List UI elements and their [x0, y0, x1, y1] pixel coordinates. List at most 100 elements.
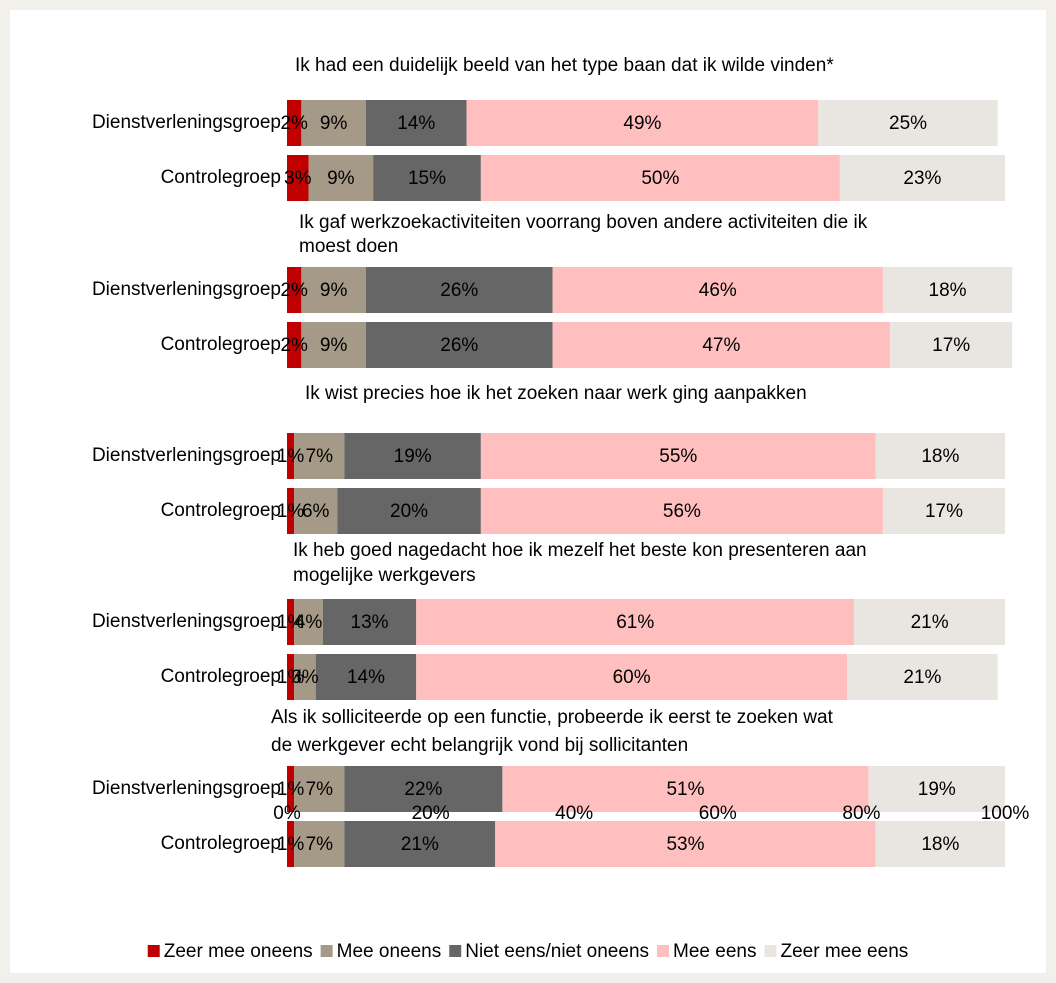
bar-segment — [287, 654, 295, 700]
y-tick-label: Controlegroep — [161, 833, 281, 854]
data-label: 9% — [320, 335, 348, 356]
bar-segment — [882, 267, 1013, 313]
data-label: 56% — [663, 501, 701, 522]
group-title: mogelijke werkgevers — [293, 565, 476, 586]
data-label: 49% — [623, 113, 661, 134]
data-label: 7% — [306, 834, 334, 855]
y-tick-label: Dienstverleningsgroep — [92, 445, 281, 466]
x-tick-label: 20% — [412, 803, 450, 824]
bar-segment — [301, 267, 366, 313]
data-label: 23% — [903, 168, 941, 189]
bar-segment — [416, 599, 855, 645]
bar-segment — [287, 599, 295, 645]
data-label: 47% — [702, 335, 740, 356]
data-label: 18% — [921, 834, 959, 855]
bar-segment — [344, 433, 481, 479]
bar-segment — [294, 599, 323, 645]
bar-segment — [344, 766, 503, 812]
legend-swatch — [657, 945, 670, 957]
data-label: 21% — [911, 612, 949, 633]
bar-segment — [287, 322, 302, 368]
bar-segment — [287, 766, 295, 812]
bar-segment — [294, 488, 338, 534]
bar-segment — [502, 766, 869, 812]
data-label: 1% — [277, 779, 305, 800]
data-label: 20% — [390, 501, 428, 522]
data-label: 17% — [932, 335, 970, 356]
bar-segment — [301, 100, 366, 146]
data-label: 13% — [351, 612, 389, 633]
bar-segment — [495, 821, 876, 867]
bar-segment — [287, 433, 295, 479]
group-title: de werkgever echt belangrijk vond bij so… — [271, 735, 688, 756]
bar-segment — [875, 821, 1005, 867]
data-label: 9% — [320, 113, 348, 134]
data-label: 7% — [306, 446, 334, 467]
data-label: 21% — [903, 667, 941, 688]
x-tick-label: 0% — [273, 803, 301, 824]
data-label: 51% — [666, 779, 704, 800]
legend-label: Niet eens/niet oneens — [465, 941, 649, 962]
legend-label: Mee oneens — [337, 941, 442, 962]
data-label: 21% — [401, 834, 439, 855]
bar-segment — [365, 100, 467, 146]
bar-segment — [365, 267, 553, 313]
data-label: 9% — [320, 280, 348, 301]
bar-segment — [287, 267, 302, 313]
bar-segment — [890, 322, 1013, 368]
bar-segment — [882, 488, 1005, 534]
data-label: 46% — [699, 280, 737, 301]
bar-segment — [322, 599, 417, 645]
bar-segment — [365, 322, 553, 368]
x-tick-label: 100% — [981, 803, 1030, 824]
data-label: 19% — [394, 446, 432, 467]
bar-segment — [344, 821, 496, 867]
data-label: 3% — [291, 667, 319, 688]
bar-segment — [301, 322, 366, 368]
data-label: 14% — [347, 667, 385, 688]
data-label: 6% — [302, 501, 330, 522]
bar-segment — [480, 433, 876, 479]
data-label: 55% — [659, 446, 697, 467]
data-label: 1% — [277, 667, 305, 688]
data-label: 50% — [641, 168, 679, 189]
bar-segment — [287, 488, 295, 534]
bar-segment — [373, 155, 481, 201]
data-label: 1% — [277, 834, 305, 855]
data-label: 14% — [397, 113, 435, 134]
data-label: 61% — [616, 612, 654, 633]
data-label: 9% — [327, 168, 355, 189]
y-tick-label: Controlegroep — [161, 334, 281, 355]
bar-segment — [287, 821, 295, 867]
data-label: 2% — [280, 113, 308, 134]
group-title: moest doen — [299, 236, 398, 257]
bar-segment — [308, 155, 374, 201]
bar-segment — [294, 766, 345, 812]
y-tick-label: Controlegroep — [161, 500, 281, 521]
data-label: 26% — [440, 280, 478, 301]
x-tick-label: 60% — [699, 803, 737, 824]
data-label: 19% — [918, 779, 956, 800]
bar-segment — [315, 654, 417, 700]
bar-segment — [466, 100, 819, 146]
bar-segment — [480, 488, 883, 534]
legend-swatch — [320, 945, 333, 957]
x-tick-label: 40% — [555, 803, 593, 824]
bar-segment — [552, 322, 891, 368]
data-label: 26% — [440, 335, 478, 356]
y-tick-label: Dienstverleningsgroep — [92, 112, 281, 133]
legend-label: Zeer mee oneens — [164, 941, 313, 962]
data-label: 15% — [408, 168, 446, 189]
bar-segment — [416, 654, 848, 700]
data-label: 1% — [277, 501, 305, 522]
legend-swatch — [449, 945, 462, 957]
data-label: 18% — [921, 446, 959, 467]
group-title: Ik gaf werkzoekactiviteiten voorrang bov… — [299, 212, 868, 233]
group-title: Ik wist precies hoe ik het zoeken naar w… — [305, 383, 807, 404]
y-tick-label: Dienstverleningsgroep — [92, 279, 281, 300]
bar-segment — [480, 155, 840, 201]
bar-segment — [287, 100, 302, 146]
data-label: 3% — [284, 168, 312, 189]
legend-swatch — [764, 945, 777, 957]
